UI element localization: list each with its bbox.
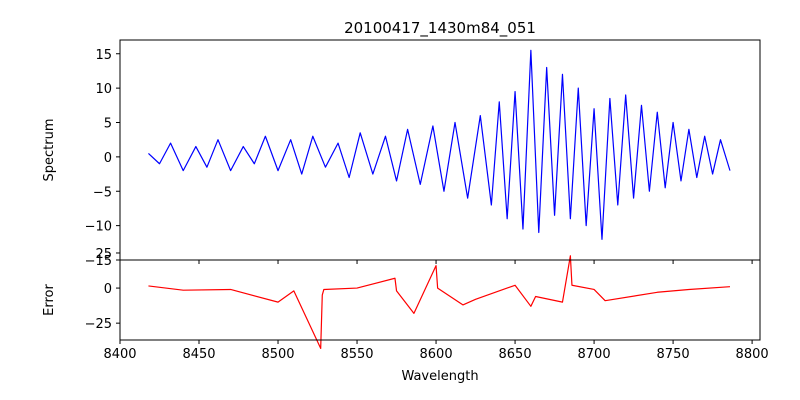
wavelength-xlabel: Wavelength: [401, 369, 478, 384]
error-xtick-label: 8500: [261, 347, 294, 362]
spectrum-ytick-label: 5: [104, 117, 112, 132]
spectrum-ytick-label: −10: [85, 220, 112, 235]
error-xtick-label: 8800: [736, 347, 769, 362]
error-ylabel: Error: [42, 284, 57, 316]
error-panel: Error Wavelength 25 0 −25 8400 8450 8500 8550 8…: [42, 247, 769, 384]
error-xtick-label: 8450: [182, 347, 215, 362]
error-xtick-label: 8650: [499, 347, 532, 362]
spectrum-ytick-label: 15: [95, 48, 112, 63]
error-axes: 25 0 −25 8400 8450 8500 8550 8600 8650 8700 8750 88…: [85, 247, 769, 362]
spectrum-series-line: [148, 49, 731, 240]
spectrum-ytick-label: 10: [95, 82, 112, 97]
spectrum-ytick-label: −15: [85, 254, 112, 269]
error-ytick-label: 0: [104, 282, 112, 297]
spectrum-ytick-label: −5: [93, 185, 112, 200]
error-ytick-label: −25: [85, 317, 112, 332]
error-xtick-label: 8700: [578, 347, 611, 362]
spectrum-panel: 20100417_1430m84_051 Spectrum 15 10 5 0 −5 −1…: [42, 19, 761, 269]
error-plot-area: [148, 255, 731, 350]
spectrum-ylabel: Spectrum: [42, 119, 57, 182]
error-xtick-label: 8550: [340, 347, 373, 362]
error-xtick-label: 8600: [420, 347, 453, 362]
spectrum-axes: 15 10 5 0 −5 −10 −15: [85, 48, 753, 269]
error-series-line: [148, 255, 731, 350]
error-xtick-label: 8400: [103, 347, 136, 362]
spectrum-plot-area: [148, 49, 731, 240]
spectrum-ytick-label: 0: [104, 151, 112, 166]
chart-title: 20100417_1430m84_051: [344, 19, 536, 38]
error-xtick-label: 8750: [657, 347, 690, 362]
error-ytick-label: 25: [95, 247, 112, 262]
error-frame: [119, 259, 761, 341]
